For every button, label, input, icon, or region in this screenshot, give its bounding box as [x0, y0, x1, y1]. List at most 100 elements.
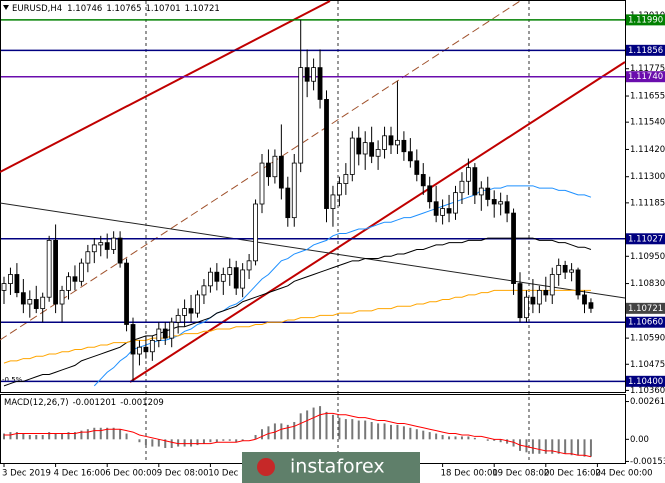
candle-body: [98, 242, 104, 246]
level-label-text: 1.11027: [628, 234, 663, 244]
macd-bar: [493, 439, 496, 441]
macd-header: MACD(12,26,7) -0.001201 -0.001209: [4, 398, 164, 408]
level-label: 1.11990: [626, 14, 665, 26]
candle-body: [285, 187, 291, 219]
macd-bar: [396, 424, 399, 440]
candle-body: [446, 208, 452, 214]
candle-body: [395, 139, 400, 146]
candle-body: [266, 162, 271, 178]
macd-bar: [486, 439, 489, 441]
level-label-text: 1.11990: [628, 15, 663, 25]
high: 1.10765: [106, 4, 141, 14]
signal-value: -0.001209: [120, 398, 164, 408]
candle-body: [117, 237, 123, 264]
macd-bar: [273, 423, 276, 440]
macd-bar: [383, 423, 386, 440]
macd-bar: [112, 427, 115, 440]
candle-body: [324, 99, 329, 209]
macd-bar: [48, 432, 51, 440]
last-price-label: 1.10721: [628, 304, 663, 314]
candle-body: [33, 299, 39, 309]
level-label: 1.10660: [626, 316, 665, 328]
candle-body: [20, 292, 26, 305]
level-label: 1.11740: [626, 71, 665, 83]
last-price: 1.10721: [626, 302, 665, 314]
macd-bar: [409, 427, 412, 440]
candle-body: [407, 151, 413, 162]
macd-bar: [454, 436, 457, 440]
macd-bar: [261, 429, 263, 440]
watermark-text: instaforex: [290, 456, 385, 478]
candle-body: [317, 67, 323, 100]
macd-bar: [164, 439, 167, 448]
candle-body: [543, 289, 549, 296]
candle-body: [356, 137, 362, 155]
candle-body: [511, 212, 516, 284]
candle-body: [227, 267, 233, 275]
candle-body: [420, 174, 426, 187]
y-tick-label: 1.10590: [630, 334, 665, 344]
candle-body: [504, 201, 510, 214]
y-tick-label: 1.11185: [630, 198, 665, 208]
candle-body: [66, 276, 71, 291]
candle-body: [220, 274, 226, 282]
candle-body: [453, 192, 458, 214]
macd-bar: [170, 439, 173, 448]
candle-body: [246, 260, 252, 271]
x-tick-label: 4 Dec 16:00: [54, 469, 106, 479]
level-label-box: [626, 44, 665, 56]
macd-bar: [338, 417, 341, 440]
macd-bar: [577, 439, 580, 456]
level-label-box: [626, 375, 665, 387]
macd-bar: [390, 424, 392, 440]
macd-y-tick-label: 0.00: [630, 435, 649, 445]
candle-body: [156, 328, 162, 341]
macd-bar: [119, 429, 122, 440]
level-label: 1.11856: [626, 44, 665, 56]
candle-body: [343, 174, 349, 184]
candle-body: [195, 294, 200, 314]
candle-body: [27, 299, 33, 305]
candle-body: [79, 262, 84, 282]
macd-bar: [370, 421, 373, 440]
candle-body: [1, 283, 7, 291]
candle-body: [162, 328, 168, 339]
macd-bar: [512, 439, 515, 447]
candle-body: [143, 346, 149, 353]
candle-body: [8, 274, 13, 284]
candle-body: [53, 239, 58, 305]
candle-body: [278, 155, 284, 189]
macd-bar: [428, 432, 431, 440]
watermark-icon: [257, 458, 275, 476]
descending-line: [0, 202, 626, 299]
macd-bar: [531, 439, 534, 454]
candle-body: [382, 135, 387, 150]
macd-bar: [564, 439, 567, 454]
y-tick-label: 1.11655: [630, 92, 665, 102]
macd-bar: [151, 439, 154, 447]
macd-bar: [306, 410, 309, 440]
candle-body: [272, 155, 278, 178]
macd-bar: [254, 434, 257, 440]
macd-bar: [138, 439, 141, 443]
macd-bar: [331, 414, 334, 440]
macd-bar: [525, 439, 528, 453]
trend-lines: [0, 0, 626, 383]
level-label-box: [626, 233, 665, 245]
macd-bar: [125, 433, 128, 440]
x-tick-label: 24 Dec 00:00: [595, 469, 652, 479]
macd-bar: [402, 426, 405, 440]
macd-bar: [377, 423, 380, 440]
level-label-box: [626, 316, 665, 328]
macd-bar: [467, 436, 470, 440]
last-price-box: [626, 302, 665, 314]
candle-body: [330, 194, 336, 209]
macd-bar: [3, 433, 5, 440]
candle-body: [524, 296, 529, 319]
x-tick-label: 6 Dec 00:00: [105, 469, 157, 479]
macd-bar: [286, 424, 289, 440]
channel-upper: [0, 0, 331, 173]
y-tick-label: 1.11300: [630, 172, 665, 182]
candle-body: [491, 199, 497, 205]
